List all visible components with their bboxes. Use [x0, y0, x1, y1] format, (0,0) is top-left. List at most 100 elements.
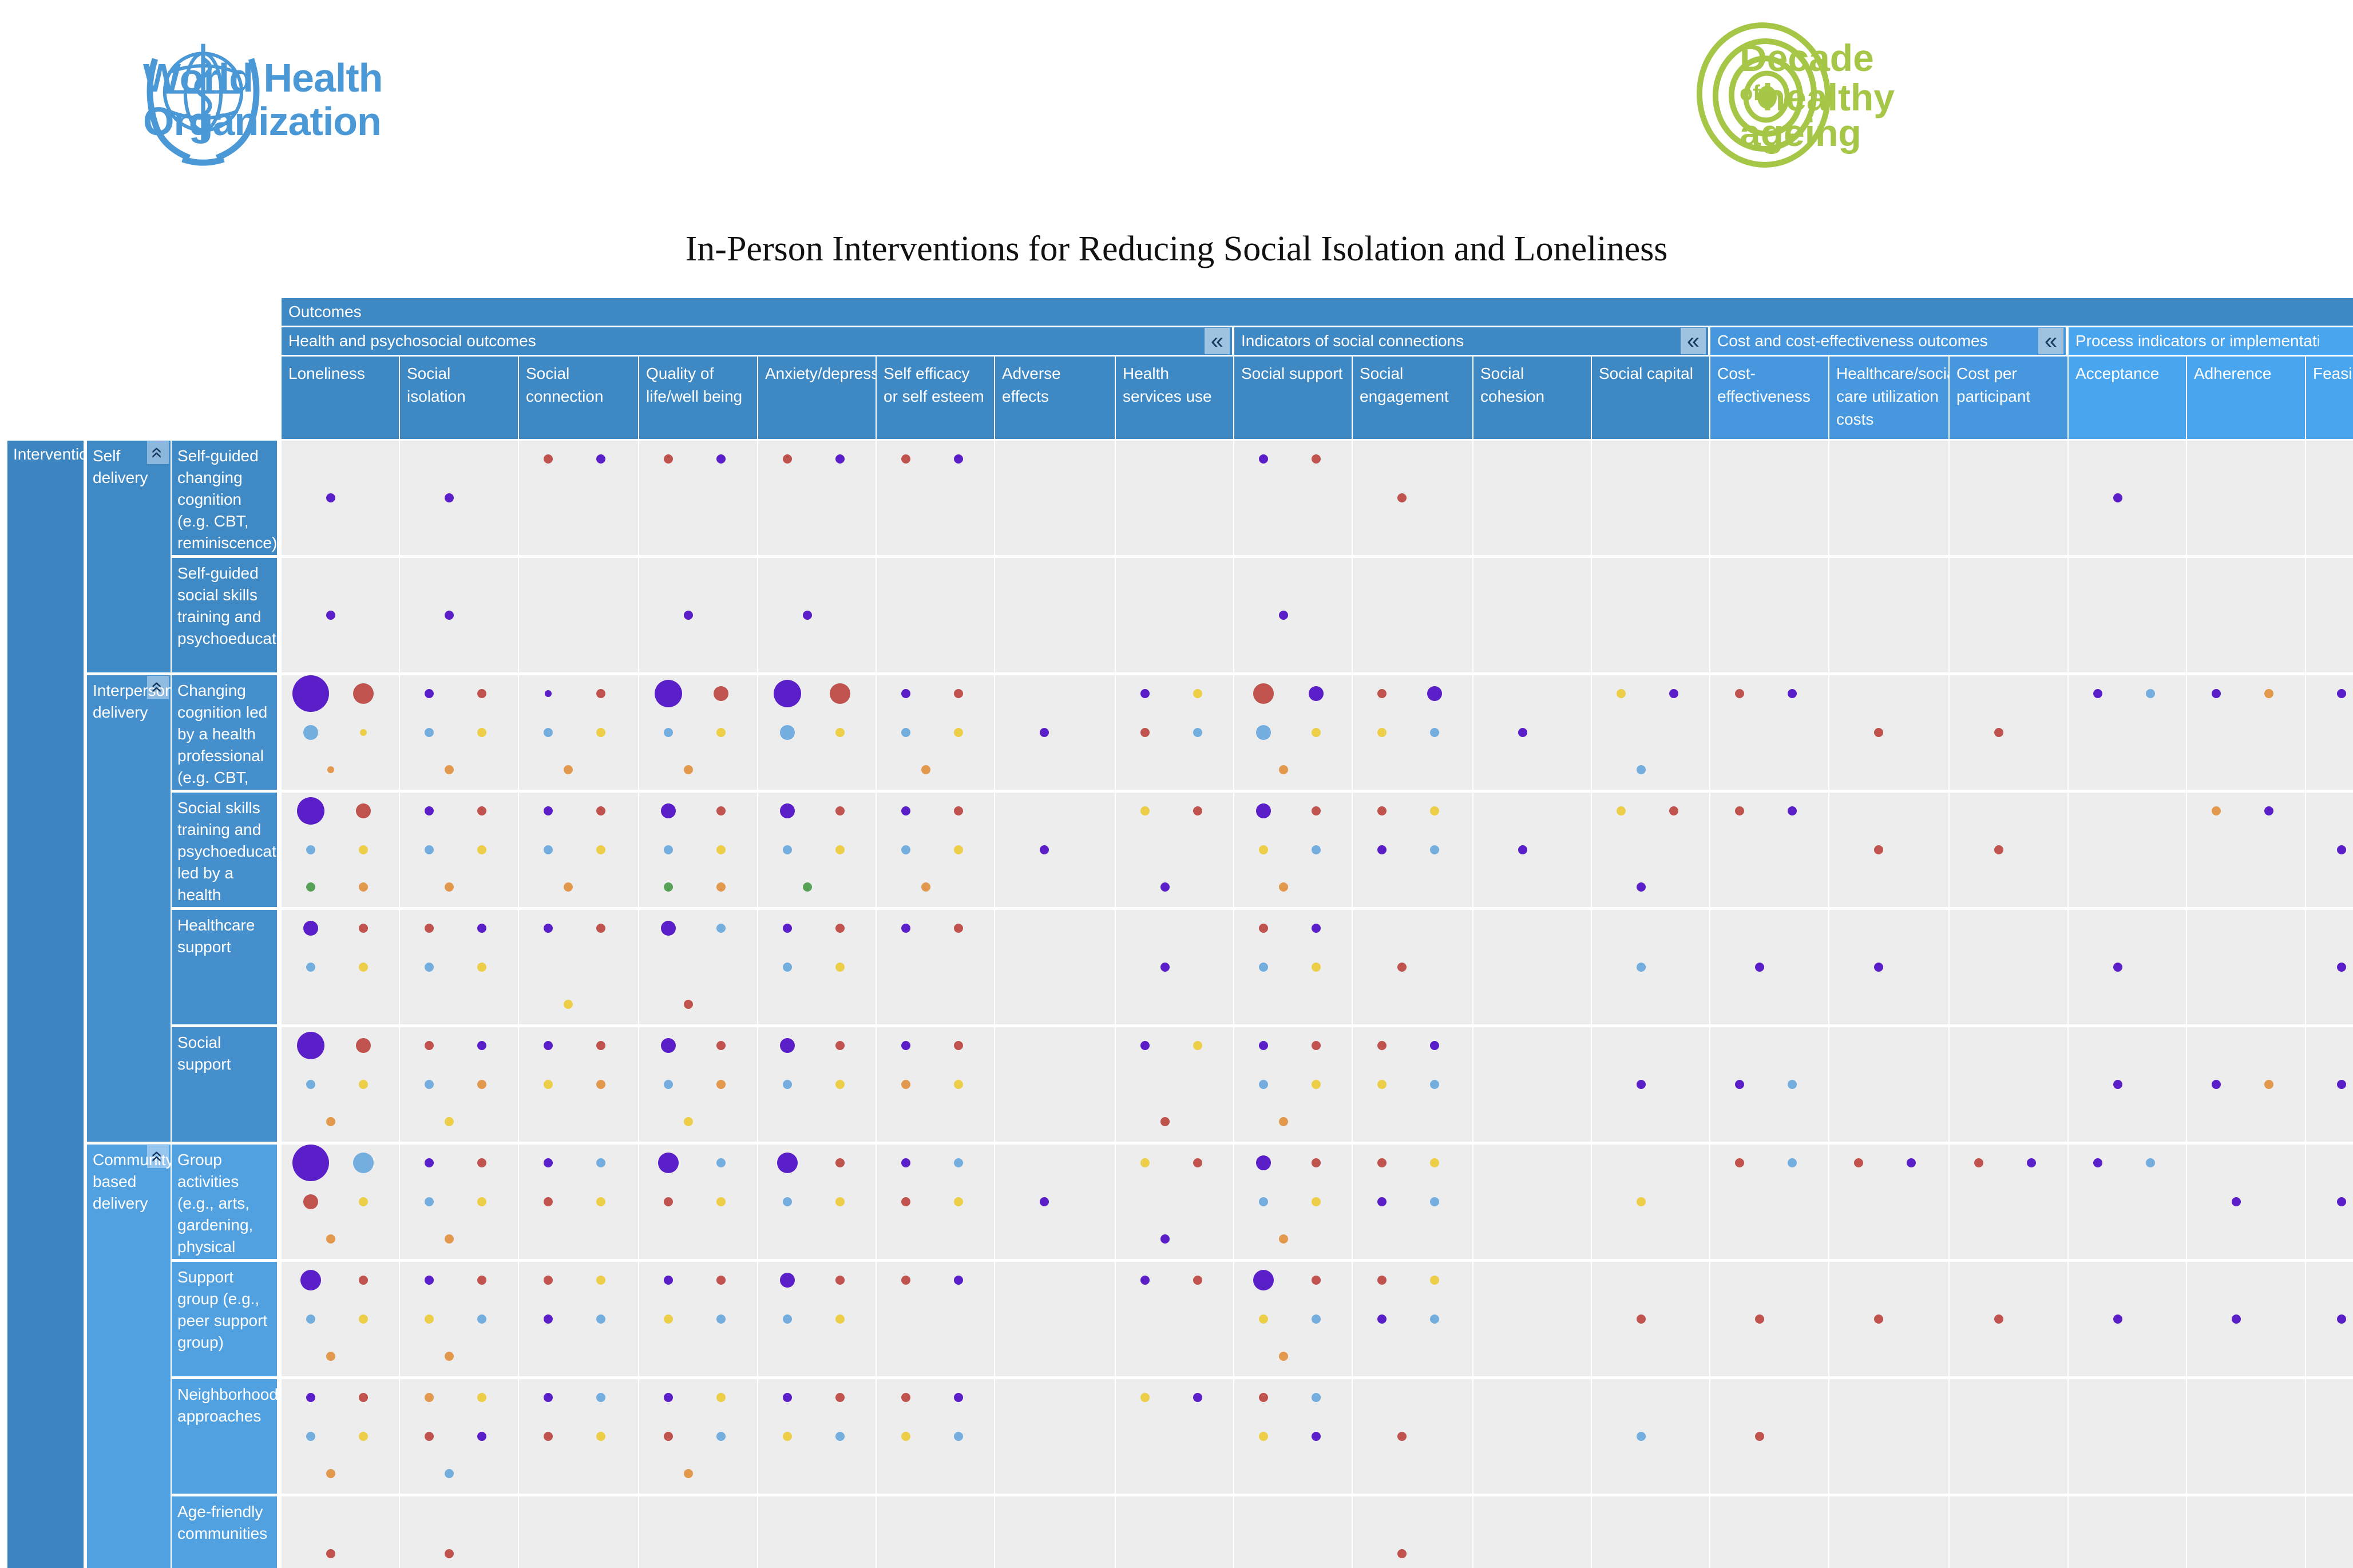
- evidence-dot-p-r3c2[interactable]: [425, 689, 434, 698]
- evidence-dot-g-r4c1[interactable]: [306, 882, 315, 892]
- evidence-dot-p-r6c10[interactable]: [1430, 1041, 1439, 1050]
- evidence-dot-p-r4c5[interactable]: [780, 803, 795, 818]
- evidence-dot-b-r9c6[interactable]: [954, 1432, 963, 1441]
- evidence-dot-y-r5c2[interactable]: [477, 963, 486, 972]
- evidence-dot-b-r7c3[interactable]: [596, 1158, 605, 1167]
- evidence-dot-p-r6c12[interactable]: [1637, 1080, 1646, 1089]
- evidence-dot-o-r7c9[interactable]: [1279, 1234, 1288, 1244]
- evidence-dot-r-r4c15[interactable]: [1994, 845, 2003, 854]
- evidence-dot-b-r7c13[interactable]: [1788, 1158, 1797, 1167]
- evidence-dot-r-r6c2[interactable]: [425, 1041, 434, 1050]
- evidence-dot-b-r3c12[interactable]: [1637, 765, 1646, 774]
- evidence-dot-b-r8c9[interactable]: [1312, 1314, 1321, 1324]
- evidence-dot-y-r9c5[interactable]: [783, 1432, 792, 1441]
- evidence-dot-y-r4c4[interactable]: [716, 845, 726, 854]
- evidence-dot-r-r9c9[interactable]: [1259, 1393, 1268, 1402]
- evidence-dot-r-r8c3[interactable]: [544, 1276, 553, 1285]
- evidence-dot-y-r7c1[interactable]: [359, 1197, 368, 1206]
- evidence-dot-p-r9c2[interactable]: [477, 1432, 486, 1441]
- evidence-dot-r-r4c1[interactable]: [356, 803, 371, 818]
- evidence-dot-o-r9c4[interactable]: [684, 1469, 693, 1478]
- evidence-dot-p-r1c5[interactable]: [835, 454, 845, 464]
- evidence-dot-y-r4c12[interactable]: [1617, 806, 1626, 815]
- evidence-dot-y-r5c1[interactable]: [359, 963, 368, 972]
- evidence-dot-y-r6c5[interactable]: [835, 1080, 845, 1089]
- evidence-dot-r-r5c2[interactable]: [425, 924, 434, 933]
- evidence-dot-y-r9c2[interactable]: [477, 1393, 486, 1402]
- evidence-dot-p-r3c11[interactable]: [1518, 728, 1527, 737]
- evidence-dot-p-r1c9[interactable]: [1259, 454, 1268, 464]
- evidence-dot-p-r8c4[interactable]: [664, 1276, 673, 1285]
- evidence-dot-p-r3c16[interactable]: [2093, 689, 2102, 698]
- evidence-dot-p-r4c11[interactable]: [1518, 845, 1527, 854]
- evidence-dot-b-r4c4[interactable]: [664, 845, 673, 854]
- evidence-dot-p-r6c5[interactable]: [780, 1038, 795, 1053]
- evidence-dot-r-r9c13[interactable]: [1755, 1432, 1764, 1441]
- evidence-dot-b-r5c2[interactable]: [425, 963, 434, 972]
- collapse-group-icon-2[interactable]: «: [1681, 328, 1706, 354]
- evidence-dot-p-r7c18[interactable]: [2337, 1197, 2346, 1206]
- evidence-dot-r-r5c9[interactable]: [1259, 924, 1268, 933]
- evidence-dot-r-r3c4[interactable]: [714, 686, 728, 701]
- collapse-nav-group-icon-3[interactable]: «: [146, 1145, 170, 1168]
- evidence-dot-p-r6c16[interactable]: [2113, 1080, 2122, 1089]
- evidence-dot-r-r4c6[interactable]: [954, 806, 963, 815]
- evidence-dot-y-r4c8[interactable]: [1140, 806, 1150, 815]
- evidence-dot-b-r5c4[interactable]: [716, 924, 726, 933]
- evidence-dot-p-r3c13[interactable]: [1788, 689, 1797, 698]
- evidence-dot-p-r7c5[interactable]: [777, 1153, 798, 1173]
- evidence-dot-o-r3c4[interactable]: [684, 765, 693, 774]
- evidence-dot-p-r1c16[interactable]: [2113, 493, 2122, 502]
- evidence-dot-p-r1c3[interactable]: [596, 454, 605, 464]
- evidence-dot-r-r3c3[interactable]: [596, 689, 605, 698]
- evidence-dot-o-r9c2[interactable]: [425, 1393, 434, 1402]
- evidence-dot-y-r9c9[interactable]: [1259, 1432, 1268, 1441]
- evidence-dot-b-r3c8[interactable]: [1193, 728, 1202, 737]
- evidence-dot-y-r3c1[interactable]: [360, 729, 367, 736]
- evidence-dot-r-r8c9[interactable]: [1312, 1276, 1321, 1285]
- evidence-dot-p-r3c4[interactable]: [655, 680, 682, 707]
- evidence-dot-o-r9c1[interactable]: [326, 1469, 335, 1478]
- evidence-dot-r-r3c15[interactable]: [1994, 728, 2003, 737]
- evidence-dot-b-r5c9[interactable]: [1259, 963, 1268, 972]
- evidence-dot-y-r6c9[interactable]: [1312, 1080, 1321, 1089]
- evidence-dot-p-r9c6[interactable]: [954, 1393, 963, 1402]
- evidence-dot-p-r1c1[interactable]: [326, 493, 335, 502]
- evidence-dot-b-r7c16[interactable]: [2146, 1158, 2155, 1167]
- evidence-dot-p-r5c4[interactable]: [661, 921, 676, 936]
- evidence-dot-o-r4c1[interactable]: [359, 882, 368, 892]
- evidence-dot-p-r7c6[interactable]: [901, 1158, 910, 1167]
- evidence-dot-p-r9c1[interactable]: [306, 1393, 315, 1402]
- evidence-dot-y-r4c10[interactable]: [1430, 806, 1439, 815]
- evidence-dot-y-r4c5[interactable]: [835, 845, 845, 854]
- evidence-dot-r-r8c12[interactable]: [1637, 1314, 1646, 1324]
- evidence-dot-p-r7c7[interactable]: [1040, 1197, 1049, 1206]
- evidence-dot-p-r6c4[interactable]: [661, 1038, 676, 1053]
- evidence-dot-b-r3c16[interactable]: [2146, 689, 2155, 698]
- evidence-dot-r-r6c9[interactable]: [1312, 1041, 1321, 1050]
- evidence-dot-r-r7c9[interactable]: [1312, 1158, 1321, 1167]
- evidence-dot-r-r8c6[interactable]: [901, 1276, 910, 1285]
- evidence-dot-r-r7c6[interactable]: [901, 1197, 910, 1206]
- evidence-dot-b-r9c12[interactable]: [1637, 1432, 1646, 1441]
- evidence-dot-p-r4c13[interactable]: [1788, 806, 1797, 815]
- evidence-dot-p-r4c10[interactable]: [1377, 845, 1387, 854]
- evidence-dot-p-r6c3[interactable]: [544, 1041, 553, 1050]
- evidence-dot-b-r6c2[interactable]: [425, 1080, 434, 1089]
- evidence-dot-y-r7c3[interactable]: [596, 1197, 605, 1206]
- evidence-dot-y-r9c1[interactable]: [359, 1432, 368, 1441]
- evidence-dot-p-r3c1[interactable]: [292, 675, 329, 712]
- evidence-dot-o-r6c6[interactable]: [901, 1080, 910, 1089]
- evidence-dot-y-r8c1[interactable]: [359, 1314, 368, 1324]
- evidence-dot-r-r10c2[interactable]: [445, 1549, 454, 1558]
- evidence-dot-p-r9c9[interactable]: [1312, 1432, 1321, 1441]
- evidence-dot-r-r4c12[interactable]: [1669, 806, 1678, 815]
- evidence-dot-p-r5c3[interactable]: [544, 924, 553, 933]
- evidence-dot-r-r7c14[interactable]: [1854, 1158, 1863, 1167]
- evidence-dot-p-r8c5[interactable]: [780, 1273, 795, 1288]
- evidence-dot-b-r5c1[interactable]: [306, 963, 315, 972]
- evidence-dot-b-r6c1[interactable]: [306, 1080, 315, 1089]
- evidence-dot-y-r8c5[interactable]: [835, 1314, 845, 1324]
- evidence-dot-b-r9c2[interactable]: [445, 1469, 454, 1478]
- evidence-dot-p-r3c10[interactable]: [1427, 686, 1442, 701]
